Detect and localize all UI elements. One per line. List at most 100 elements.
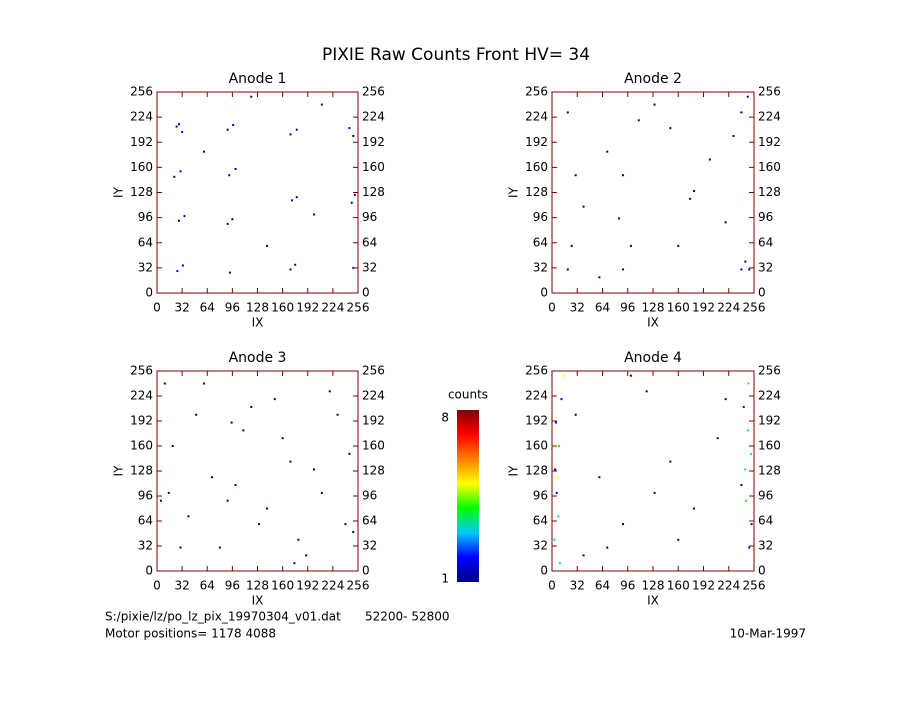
x-axis-label: IX bbox=[252, 594, 264, 608]
data-point bbox=[747, 382, 750, 385]
y-tick-label: 256 bbox=[362, 85, 385, 99]
data-point bbox=[598, 276, 601, 279]
data-point bbox=[740, 268, 743, 271]
data-point bbox=[745, 499, 748, 502]
data-point bbox=[242, 429, 245, 432]
x-axis-label: IX bbox=[647, 594, 659, 608]
y-tick-label: 32 bbox=[362, 260, 377, 274]
y-tick-label: 0 bbox=[145, 286, 153, 300]
data-point bbox=[226, 222, 229, 225]
x-tick-label: 256 bbox=[743, 579, 766, 593]
data-point bbox=[234, 484, 237, 487]
y-tick-label: 224 bbox=[525, 110, 548, 124]
data-point bbox=[179, 546, 182, 549]
data-point bbox=[320, 491, 323, 494]
plot-frame bbox=[156, 370, 359, 572]
y-tick-label: 224 bbox=[130, 389, 153, 403]
x-tick-label: 128 bbox=[642, 579, 665, 593]
x-tick-label: 128 bbox=[642, 301, 665, 315]
x-tick-label: 64 bbox=[200, 301, 215, 315]
data-point bbox=[289, 460, 292, 463]
colorbar bbox=[457, 410, 479, 582]
y-tick-label: 0 bbox=[362, 286, 370, 300]
data-point bbox=[724, 398, 727, 401]
data-point bbox=[560, 398, 563, 401]
y-tick-label: 160 bbox=[758, 439, 781, 453]
data-point bbox=[230, 421, 233, 424]
data-point bbox=[281, 437, 284, 440]
x-tick-label: 0 bbox=[548, 579, 556, 593]
data-point bbox=[171, 445, 174, 447]
x-axis-label: IX bbox=[252, 316, 264, 330]
x-tick-label: 192 bbox=[296, 579, 319, 593]
data-point bbox=[195, 413, 198, 416]
data-point bbox=[740, 484, 743, 487]
data-point bbox=[689, 197, 692, 200]
data-point bbox=[554, 421, 557, 424]
y-tick-label: 256 bbox=[758, 364, 781, 378]
data-point bbox=[226, 128, 229, 131]
data-point bbox=[293, 562, 296, 565]
data-point bbox=[232, 123, 235, 126]
x-tick-label: 224 bbox=[717, 579, 740, 593]
data-point bbox=[748, 268, 751, 271]
y-tick-label: 160 bbox=[758, 160, 781, 174]
data-point bbox=[218, 546, 221, 549]
y-tick-label: 32 bbox=[758, 260, 773, 274]
y-tick-label: 96 bbox=[533, 489, 548, 503]
data-point bbox=[226, 499, 229, 502]
data-point bbox=[348, 127, 351, 130]
data-point bbox=[582, 205, 585, 208]
data-point bbox=[313, 468, 316, 471]
figure-title: PIXIE Raw Counts Front HV= 34 bbox=[322, 45, 590, 65]
x-tick-label: 0 bbox=[548, 301, 556, 315]
motor-positions: Motor positions= 1178 4088 bbox=[105, 627, 276, 641]
plot-frame bbox=[551, 91, 755, 294]
x-tick-label: 160 bbox=[271, 301, 294, 315]
y-tick-label: 128 bbox=[130, 185, 153, 199]
y-tick-label: 64 bbox=[138, 235, 153, 249]
y-tick-label: 96 bbox=[758, 489, 773, 503]
data-point bbox=[708, 158, 711, 161]
y-tick-label: 64 bbox=[533, 235, 548, 249]
y-tick-label: 96 bbox=[362, 210, 377, 224]
y-tick-label: 32 bbox=[533, 539, 548, 553]
colorbar-label: counts bbox=[448, 388, 488, 402]
data-point bbox=[732, 134, 735, 137]
x-tick-label: 96 bbox=[620, 301, 635, 315]
data-point bbox=[181, 131, 184, 134]
y-tick-label: 224 bbox=[362, 110, 385, 124]
x-tick-label: 160 bbox=[667, 301, 690, 315]
y-axis-label: IY bbox=[112, 465, 126, 477]
y-tick-label: 160 bbox=[130, 160, 153, 174]
x-tick-label: 96 bbox=[620, 579, 635, 593]
data-point bbox=[173, 175, 176, 178]
data-point bbox=[677, 244, 680, 247]
data-point bbox=[724, 221, 727, 224]
x-tick-label: 64 bbox=[200, 579, 215, 593]
data-point bbox=[653, 491, 656, 494]
data-point bbox=[291, 199, 294, 202]
y-axis-label: IY bbox=[112, 186, 126, 198]
data-point bbox=[744, 468, 747, 471]
y-tick-label: 96 bbox=[758, 210, 773, 224]
data-point bbox=[558, 445, 561, 447]
data-point bbox=[629, 244, 632, 247]
y-tick-label: 64 bbox=[362, 235, 377, 249]
x-tick-label: 256 bbox=[743, 301, 766, 315]
data-point bbox=[677, 538, 680, 541]
x-tick-label: 32 bbox=[174, 301, 189, 315]
data-point bbox=[598, 476, 601, 479]
data-point bbox=[653, 103, 656, 106]
x-tick-label: 64 bbox=[595, 579, 610, 593]
y-tick-label: 32 bbox=[533, 260, 548, 274]
data-point bbox=[328, 390, 331, 393]
data-point bbox=[742, 405, 745, 408]
data-point bbox=[574, 413, 577, 416]
data-point bbox=[187, 515, 190, 518]
x-tick-label: 256 bbox=[347, 301, 370, 315]
data-point bbox=[622, 174, 625, 177]
y-tick-label: 192 bbox=[362, 135, 385, 149]
data-point bbox=[167, 491, 170, 494]
